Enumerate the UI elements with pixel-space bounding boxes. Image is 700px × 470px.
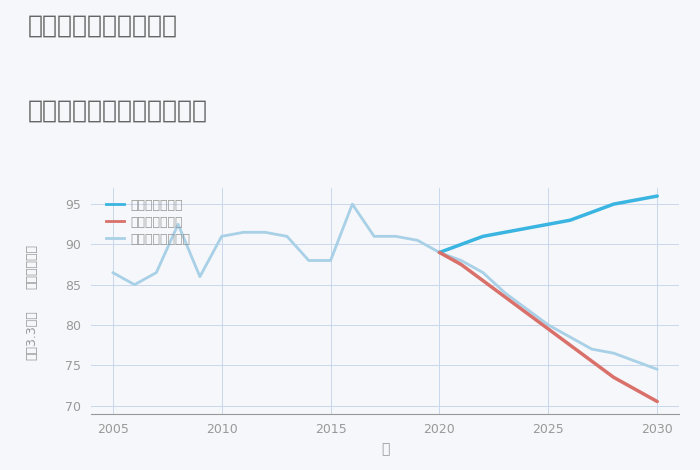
ノーマルシナリオ <box>218 234 226 239</box>
バッドシナリオ <box>500 294 509 299</box>
バッドシナリオ <box>457 262 466 267</box>
バッドシナリオ <box>544 326 552 332</box>
グッドシナリオ <box>631 197 640 203</box>
ノーマルシナリオ <box>457 258 466 263</box>
Line: ノーマルシナリオ: ノーマルシナリオ <box>113 204 657 369</box>
ノーマルシナリオ <box>152 270 160 275</box>
グッドシナリオ <box>500 229 509 235</box>
Text: 中古マンションの価格推移: 中古マンションの価格推移 <box>28 99 208 123</box>
ノーマルシナリオ <box>392 234 400 239</box>
Text: 愛知県半田市瑞穂町の: 愛知県半田市瑞穂町の <box>28 14 178 38</box>
ノーマルシナリオ <box>370 234 378 239</box>
ノーマルシナリオ <box>631 359 640 364</box>
ノーマルシナリオ <box>610 350 618 356</box>
ノーマルシナリオ <box>479 270 487 275</box>
ノーマルシナリオ <box>500 290 509 296</box>
グッドシナリオ <box>522 226 531 231</box>
ノーマルシナリオ <box>435 250 444 255</box>
ノーマルシナリオ <box>348 201 356 207</box>
グッドシナリオ <box>479 234 487 239</box>
ノーマルシナリオ <box>108 270 117 275</box>
Line: グッドシナリオ: グッドシナリオ <box>440 196 657 252</box>
バッドシナリオ <box>479 278 487 283</box>
ノーマルシナリオ <box>544 322 552 328</box>
グッドシナリオ <box>457 242 466 247</box>
ノーマルシナリオ <box>653 367 662 372</box>
ノーマルシナリオ <box>261 229 270 235</box>
バッドシナリオ <box>631 387 640 392</box>
グッドシナリオ <box>610 201 618 207</box>
ノーマルシナリオ <box>283 234 291 239</box>
グッドシナリオ <box>566 218 574 223</box>
Line: バッドシナリオ: バッドシナリオ <box>440 252 657 401</box>
ノーマルシナリオ <box>174 221 182 227</box>
バッドシナリオ <box>610 375 618 380</box>
ノーマルシナリオ <box>326 258 335 263</box>
ノーマルシナリオ <box>566 334 574 340</box>
グッドシナリオ <box>588 209 596 215</box>
Text: 坪（3.3㎡）: 坪（3.3㎡） <box>26 310 38 360</box>
ノーマルシナリオ <box>239 229 248 235</box>
バッドシナリオ <box>653 399 662 404</box>
ノーマルシナリオ <box>414 237 422 243</box>
X-axis label: 年: 年 <box>381 442 389 456</box>
バッドシナリオ <box>522 310 531 316</box>
ノーマルシナリオ <box>196 274 204 280</box>
バッドシナリオ <box>588 359 596 364</box>
ノーマルシナリオ <box>304 258 313 263</box>
グッドシナリオ <box>435 250 444 255</box>
ノーマルシナリオ <box>522 306 531 312</box>
グッドシナリオ <box>544 221 552 227</box>
Legend: グッドシナリオ, バッドシナリオ, ノーマルシナリオ: グッドシナリオ, バッドシナリオ, ノーマルシナリオ <box>103 196 193 248</box>
バッドシナリオ <box>566 342 574 348</box>
ノーマルシナリオ <box>130 282 139 288</box>
Text: 単価（万円）: 単価（万円） <box>26 244 38 290</box>
グッドシナリオ <box>653 193 662 199</box>
ノーマルシナリオ <box>588 346 596 352</box>
バッドシナリオ <box>435 250 444 255</box>
